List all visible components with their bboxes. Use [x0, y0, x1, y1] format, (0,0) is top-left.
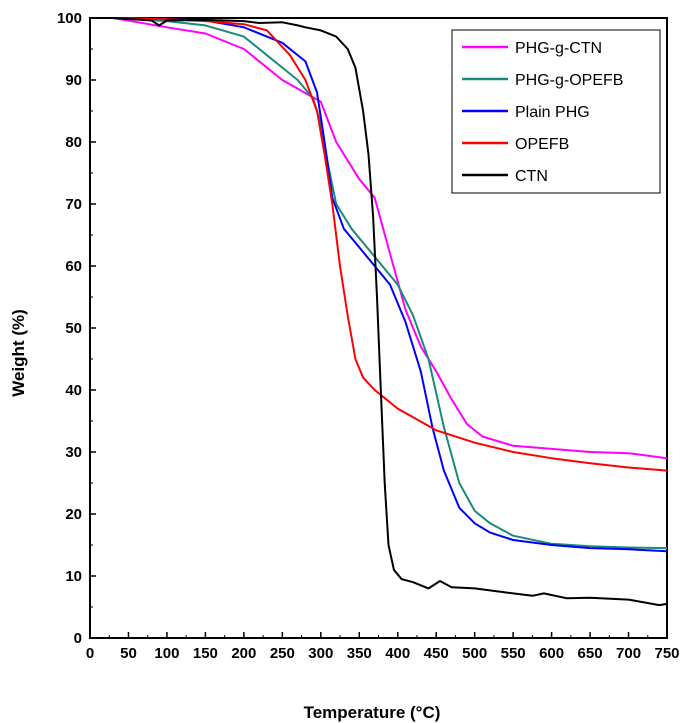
x-tick-label: 200	[231, 645, 256, 662]
x-tick-label: 100	[154, 645, 179, 662]
x-tick-label: 300	[308, 645, 333, 662]
y-axis-ticks: 0 10 20 30 40 50 60 70 80 90 100	[57, 10, 96, 647]
series-line-ctn	[113, 17, 668, 607]
y-tick-label: 20	[65, 506, 82, 523]
legend: PHG-g-CTN PHG-g-OPEFB Plain PHG OPEFB CTN	[451, 29, 661, 194]
series-line-phg-g-ctn	[112, 17, 668, 460]
y-tick-label: 60	[65, 258, 82, 275]
x-tick-label: 450	[424, 645, 449, 662]
y-axis-label: Weight (%)	[9, 309, 28, 397]
x-tick-label: 400	[385, 645, 410, 662]
x-tick-label: 0	[86, 645, 94, 662]
legend-label-phg-g-opefb: PHG-g-OPEFB	[515, 72, 623, 89]
legend-label-opefb: OPEFB	[515, 136, 569, 153]
y-tick-label: 80	[65, 134, 82, 151]
series-layer	[112, 17, 668, 607]
series-line-plain-phg	[113, 17, 668, 553]
y-tick-label: 30	[65, 444, 82, 461]
x-tick-label: 750	[654, 645, 679, 662]
x-tick-label: 150	[193, 645, 218, 662]
x-axis-label: Temperature (°C)	[304, 703, 441, 722]
legend-label-plain-phg: Plain PHG	[515, 104, 590, 121]
y-tick-label: 10	[65, 568, 82, 585]
y-tick-label: 100	[57, 10, 82, 27]
x-tick-label: 700	[616, 645, 641, 662]
y-tick-label: 50	[65, 320, 82, 337]
x-tick-label: 500	[462, 645, 487, 662]
x-tick-label: 650	[578, 645, 603, 662]
legend-label-ctn: CTN	[515, 168, 548, 185]
x-tick-label: 350	[347, 645, 372, 662]
y-tick-label: 90	[65, 72, 82, 89]
x-tick-label: 250	[270, 645, 295, 662]
x-axis-ticks: 0 50 100 150 200 250 300 350 400 450 500 550 600 650 7…	[86, 632, 680, 662]
x-tick-label: 50	[120, 645, 137, 662]
legend-label-phg-g-ctn: PHG-g-CTN	[515, 40, 602, 57]
y-tick-label: 40	[65, 382, 82, 399]
series-line-opefb	[113, 17, 668, 472]
y-tick-label: 70	[65, 196, 82, 213]
x-tick-label: 550	[501, 645, 526, 662]
x-tick-label: 600	[539, 645, 564, 662]
y-tick-label: 0	[74, 630, 82, 647]
